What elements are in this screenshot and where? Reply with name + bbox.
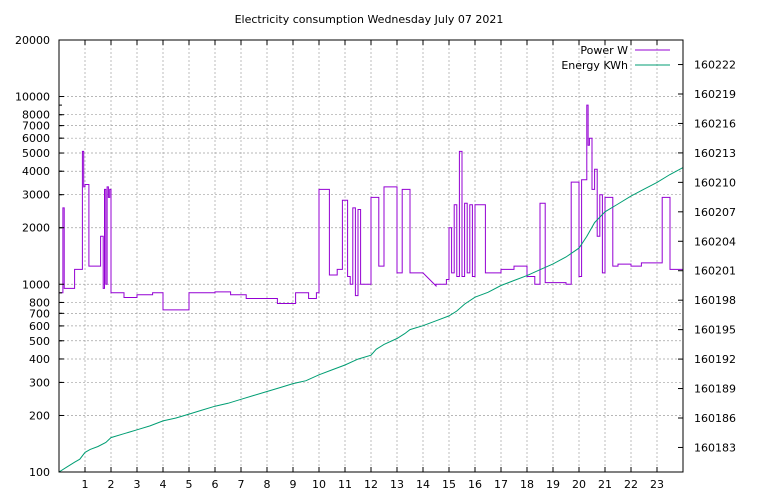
- legend: Power W Energy KWh: [561, 44, 670, 72]
- y-tick-label: 800: [29, 296, 50, 309]
- y-tick-label: 1000: [22, 278, 50, 291]
- y-tick-label: 7000: [22, 120, 50, 133]
- legend-label: Power W: [580, 44, 628, 57]
- y-tick-label: 2000: [22, 222, 50, 235]
- y2-tick-label: 160222: [694, 59, 736, 72]
- y-tick-label: 5000: [22, 147, 50, 160]
- y-tick-label: 600: [29, 320, 50, 333]
- x-tick-label: 7: [238, 478, 245, 491]
- y-tick-label: 4000: [22, 165, 50, 178]
- y-tick-label: 400: [29, 353, 50, 366]
- y-tick-label: 700: [29, 307, 50, 320]
- x-tick-label: 10: [312, 478, 326, 491]
- x-tick-label: 1: [82, 478, 89, 491]
- y2-tick-label: 160204: [694, 235, 736, 248]
- chart-title: Electricity consumption Wednesday July 0…: [235, 13, 504, 26]
- y-tick-label: 10000: [15, 91, 50, 104]
- x-tick-label: 9: [290, 478, 297, 491]
- x-tick-label: 3: [134, 478, 141, 491]
- x-tick-label: 16: [468, 478, 482, 491]
- x-tick-label: 23: [650, 478, 664, 491]
- y-tick-label: 8000: [22, 109, 50, 122]
- series-energy-line: [58, 167, 684, 473]
- x-tick-label: 5: [186, 478, 193, 491]
- x-tick-label: 2: [108, 478, 115, 491]
- x-tick-label: 19: [546, 478, 560, 491]
- y2-tick-label: 160189: [694, 383, 736, 396]
- y2-tick-label: 160183: [694, 441, 736, 454]
- x-tick-label: 14: [416, 478, 430, 491]
- x-tick-label: 6: [212, 478, 219, 491]
- x-tick-label: 8: [264, 478, 271, 491]
- y-tick-label: 300: [29, 376, 50, 389]
- y2-tick-label: 160210: [694, 176, 736, 189]
- y2-tick-label: 160192: [694, 353, 736, 366]
- series-power-line: [59, 104, 683, 311]
- y2-tick-label: 160186: [694, 412, 736, 425]
- y2-tick-label: 160213: [694, 147, 736, 160]
- y2-tick-label: 160201: [694, 265, 736, 278]
- x-tick-label: 4: [160, 478, 167, 491]
- axes: 1 2 3 4 5 6 7 8 9 10 11 12 13 14 15 16 17 18 19 20 21 22 23100…: [15, 34, 736, 491]
- y2-tick-label: 160198: [694, 294, 736, 307]
- y2-tick-label: 160219: [694, 88, 736, 101]
- x-tick-label: 17: [494, 478, 508, 491]
- x-tick-label: 20: [572, 478, 586, 491]
- y-tick-label: 200: [29, 409, 50, 422]
- y-tick-label: 100: [29, 466, 50, 479]
- y2-tick-label: 160195: [694, 324, 736, 337]
- x-tick-label: 15: [442, 478, 456, 491]
- y-tick-label: 6000: [22, 132, 50, 145]
- x-tick-label: 18: [520, 478, 534, 491]
- x-tick-label: 21: [598, 478, 612, 491]
- x-tick-label: 13: [390, 478, 404, 491]
- x-tick-label: 12: [364, 478, 378, 491]
- series-layer: [58, 104, 684, 473]
- y-tick-label: 3000: [22, 189, 50, 202]
- legend-label: Energy KWh: [561, 59, 628, 72]
- y-tick-label: 20000: [15, 34, 50, 47]
- x-tick-label: 11: [338, 478, 352, 491]
- y2-tick-label: 160216: [694, 117, 736, 130]
- x-tick-label: 22: [624, 478, 638, 491]
- y2-tick-label: 160207: [694, 206, 736, 219]
- y-tick-label: 500: [29, 335, 50, 348]
